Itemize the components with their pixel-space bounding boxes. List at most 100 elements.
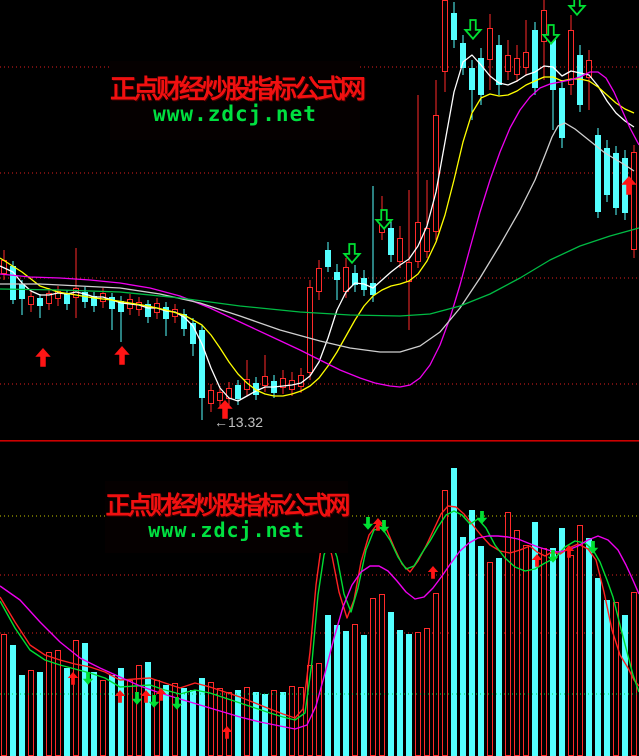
ma-white (0, 54, 635, 402)
candle (460, 43, 466, 68)
volume-bar (280, 692, 286, 756)
volume-bar (433, 593, 439, 756)
volume-bar (118, 668, 124, 756)
volume-bar (298, 687, 304, 756)
candle (46, 293, 52, 304)
candle (343, 267, 349, 292)
candle (424, 228, 430, 252)
volume-bar (73, 640, 79, 756)
volume-bar (622, 615, 628, 756)
buy-signal-arrow-icon (221, 726, 233, 739)
candle (163, 307, 169, 319)
candle (307, 287, 313, 373)
candle (145, 304, 151, 317)
volume-bar (181, 688, 187, 756)
volume-bar (397, 630, 403, 756)
volume-bar (514, 530, 520, 756)
volume-bar (577, 525, 583, 756)
volume-bar (532, 522, 538, 756)
volume-bar (28, 670, 34, 756)
volume-bar (568, 555, 574, 756)
buy-signal-arrow-icon (427, 566, 439, 579)
volume-bar (19, 675, 25, 756)
volume-bar (478, 546, 484, 756)
volume-bar (352, 624, 358, 756)
sell-signal-arrow-icon (476, 511, 488, 524)
candle (388, 228, 394, 255)
candle (514, 58, 520, 75)
candle (280, 378, 286, 388)
candle (442, 0, 448, 72)
candle (487, 28, 493, 60)
candle (352, 273, 358, 285)
volume-bar (451, 468, 457, 756)
candle (208, 390, 214, 404)
volume-bar (442, 490, 448, 756)
watermark-site-url: www.zdcj.net (153, 102, 317, 127)
sell-signal-arrow-icon (587, 541, 599, 554)
volume-bar (586, 538, 592, 756)
buy-signal-arrow-icon (114, 346, 130, 365)
candle (253, 383, 259, 395)
volume-bar (388, 612, 394, 756)
buy-signal-arrow-icon (35, 348, 51, 367)
candle (505, 55, 511, 72)
candle (370, 283, 376, 295)
candle (532, 30, 538, 88)
candle (37, 298, 43, 306)
price-low-label: ←13.32 (214, 414, 264, 430)
buy-signal-arrow-icon (114, 690, 126, 703)
candle (19, 284, 25, 299)
volume-bar (262, 694, 268, 756)
ma-green (0, 227, 639, 317)
candle (118, 301, 124, 312)
buy-signal-arrow-icon (155, 688, 167, 701)
candle (91, 296, 97, 306)
watermark-site-name: 正点财经炒股指标公式网 (105, 492, 350, 521)
candle (604, 148, 610, 195)
candle (595, 135, 601, 212)
candle (541, 10, 547, 42)
volume-bar (235, 690, 241, 756)
volume-bar (559, 528, 565, 756)
candle (406, 262, 412, 282)
sell-signal-arrow-icon (362, 517, 374, 530)
sell-signal-arrow-icon (541, 24, 561, 46)
volume-bar (127, 680, 133, 756)
volume-bar (379, 594, 385, 756)
candle (577, 55, 583, 105)
volume-bar (361, 635, 367, 756)
candle (235, 385, 241, 399)
volume-bar (550, 548, 556, 756)
candle (262, 376, 268, 386)
candle (622, 158, 628, 213)
candle (109, 297, 115, 309)
sell-signal-arrow-icon (342, 243, 362, 265)
watermark-top: 正点财经炒股指标公式网 www.zdcj.net (110, 61, 366, 140)
ma-yellow (0, 76, 635, 397)
volume-bar (523, 545, 529, 756)
buy-signal-arrow-icon (372, 518, 384, 531)
candle (469, 68, 475, 90)
candle (559, 88, 565, 138)
volume-bar (10, 645, 16, 756)
volume-bar (46, 652, 52, 756)
candle (631, 152, 637, 250)
sell-signal-arrow-icon (547, 550, 559, 563)
buy-signal-arrow-icon (531, 554, 543, 567)
sell-signal-arrow-icon (374, 209, 394, 231)
candle (10, 266, 16, 300)
panel-separator (0, 440, 639, 442)
volume-bar (190, 690, 196, 756)
candle (181, 314, 187, 329)
ma-gray (0, 122, 635, 353)
volume-bar (253, 692, 259, 756)
ma-magenta (0, 71, 639, 388)
volume-bar (370, 598, 376, 756)
volume-bar (541, 548, 547, 756)
buy-signal-arrow-icon (563, 545, 575, 558)
volume-bar (505, 512, 511, 756)
volume-bar (469, 510, 475, 756)
